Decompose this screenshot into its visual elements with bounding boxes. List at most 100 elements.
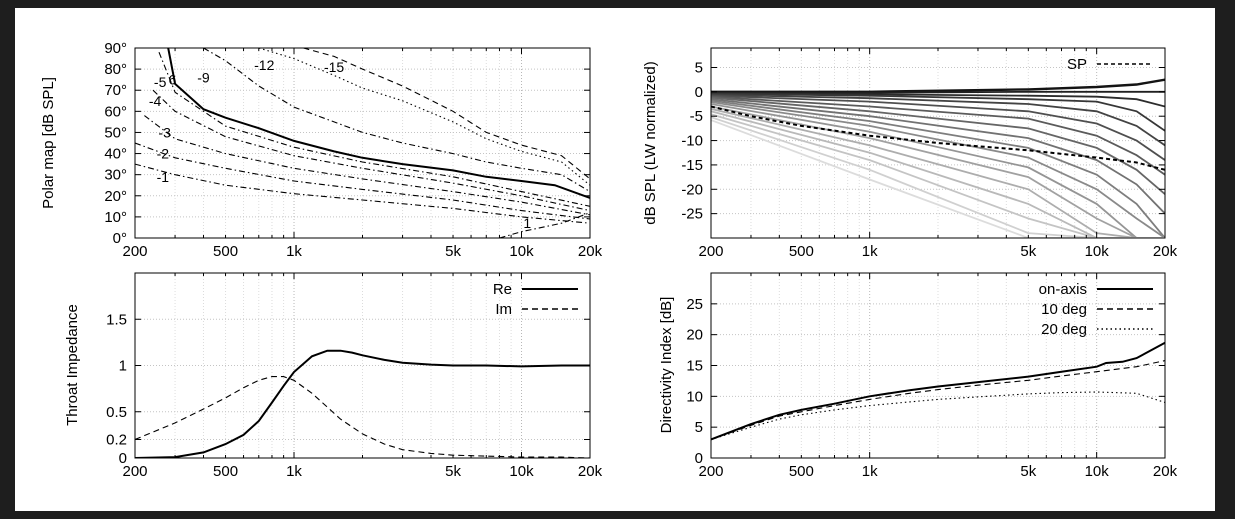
y-axis-label: dB SPL (LW normalized) xyxy=(642,61,659,224)
family-curve-8 xyxy=(711,98,1165,215)
y-tick-label: -25 xyxy=(681,206,703,223)
x-tick-label: 5k xyxy=(1020,463,1036,480)
x-tick-label: 10k xyxy=(509,243,534,260)
y-tick-label: 0 xyxy=(695,450,703,467)
grid xyxy=(711,273,1165,458)
x-tick-label: 500 xyxy=(789,463,814,480)
legend-label: 10 deg xyxy=(1041,301,1087,318)
y-tick-label: 0.2 xyxy=(106,432,127,449)
contour-label: -12 xyxy=(254,57,274,73)
x-tick-label: 200 xyxy=(698,243,723,260)
legend: on-axis 10 deg 20 deg xyxy=(1039,281,1153,338)
chart-directivity-index: 200 500 1k 5k 10k 20k 0 5 10 15 20 25 Directivity In… xyxy=(658,272,1178,480)
y-tick-label: 60° xyxy=(104,103,127,120)
plot-area xyxy=(135,349,590,458)
x-tick-label: 500 xyxy=(213,463,238,480)
series-curve--6 xyxy=(167,48,590,199)
y-tick-label: -10 xyxy=(681,133,703,150)
y-tick-label: 20° xyxy=(104,188,127,205)
x-tick-label: 200 xyxy=(122,243,147,260)
contour-label: -4 xyxy=(149,93,162,109)
x-tick-label: 5k xyxy=(445,243,461,260)
plot-area: -1 -2 -3 -4 -5 6 -9 -12 -15 1 xyxy=(135,48,590,238)
sp-curve xyxy=(711,105,1165,171)
x-tick-label: 1k xyxy=(862,243,878,260)
contour-label: -2 xyxy=(157,146,170,162)
x-tick-label: 1k xyxy=(862,463,878,480)
x-tick-label: 200 xyxy=(698,463,723,480)
family-curve-3 xyxy=(711,92,1165,132)
x-tick-label: 5k xyxy=(1020,243,1036,260)
legend-label: Im xyxy=(495,301,512,318)
y-tick-label: 90° xyxy=(104,40,127,57)
family-curve-7 xyxy=(711,96,1165,195)
y-tick-label: 0° xyxy=(113,230,127,247)
x-tick-label: 500 xyxy=(213,243,238,260)
x-tick-label: 5k xyxy=(445,463,461,480)
x-tick-label: 1k xyxy=(286,243,302,260)
y-tick-label: 0 xyxy=(119,450,127,467)
plot-area xyxy=(711,78,1165,238)
series-curve--15 xyxy=(303,48,590,180)
plot-area xyxy=(711,341,1165,441)
family-curve-15 xyxy=(711,113,1165,238)
contour-label: -15 xyxy=(324,59,344,75)
y-tick-label: 25 xyxy=(686,296,703,313)
y-tick-label: 20 xyxy=(686,327,703,344)
y-tick-label: -5 xyxy=(690,108,703,125)
y-tick-label: 10° xyxy=(104,209,127,226)
family-curve-9 xyxy=(711,99,1165,238)
y-tick-label: 15 xyxy=(686,358,703,375)
y-tick-label: 5 xyxy=(695,59,703,76)
legend: Re Im xyxy=(493,281,578,318)
chart-polar-map: -1 -2 -3 -4 -5 6 -9 -12 -15 1 200 500 1k 5k 10k 20k 0° 10… xyxy=(40,40,603,260)
y-axis-label: Directivity Index [dB] xyxy=(658,297,675,434)
family-curve-4 xyxy=(711,93,1165,147)
y-tick-label: 80° xyxy=(104,61,127,78)
series-curve--2 xyxy=(135,142,590,220)
legend-label: SP xyxy=(1067,56,1087,73)
x-tick-label: 200 xyxy=(122,463,147,480)
family-curve-10 xyxy=(711,101,1165,238)
x-tick-label: 20k xyxy=(578,243,603,260)
y-tick-label: 30° xyxy=(104,167,127,184)
contour-label: -3 xyxy=(158,124,171,140)
y-tick-label: 50° xyxy=(104,124,127,141)
family-curve-14 xyxy=(711,110,1165,238)
chart-lw-normalized: 200 500 1k 5k 10k 20k 5 0 -5 -10 -15 -20 -25 dB SPL (… xyxy=(642,47,1178,260)
series-curve-20 deg xyxy=(711,391,1165,441)
legend-label: on-axis xyxy=(1039,281,1087,298)
grid xyxy=(711,48,1165,238)
series-curve--3 xyxy=(144,115,590,216)
family-curve-6 xyxy=(711,95,1165,176)
series-curve--4 xyxy=(152,89,590,212)
contour-label: -5 xyxy=(154,74,167,90)
y-tick-label: 1 xyxy=(119,358,127,375)
y-axis-label: Throat Impedance xyxy=(64,304,81,426)
legend: SP xyxy=(1067,56,1153,73)
family-curve-0 xyxy=(711,78,1165,93)
family-curve-2 xyxy=(711,92,1165,108)
legend-label: 20 deg xyxy=(1041,321,1087,338)
family-curve-16 xyxy=(711,116,1165,238)
series-curve--12 xyxy=(258,48,590,186)
series-curve-Re xyxy=(135,349,590,458)
figure: -1 -2 -3 -4 -5 6 -9 -12 -15 1 200 500 1k 5k 10k 20k 0° 10… xyxy=(15,8,1215,511)
family-curve-11 xyxy=(711,103,1165,238)
contour-label: -9 xyxy=(197,70,210,86)
x-tick-label: 500 xyxy=(789,243,814,260)
x-tick-label: 20k xyxy=(1153,243,1178,260)
contour-label: -1 xyxy=(157,169,170,185)
chart-throat-impedance: 200 500 1k 5k 10k 20k 00.2 0.5 1 1.5 Throat Impeda… xyxy=(64,272,603,480)
series-curve-on-axis xyxy=(711,341,1165,441)
y-tick-label: 1.5 xyxy=(106,311,127,328)
x-tick-label: 10k xyxy=(509,463,534,480)
series-curve-10 deg xyxy=(711,360,1165,441)
series-curve--5 xyxy=(158,51,590,207)
grid xyxy=(135,273,590,458)
x-tick-label: 10k xyxy=(1085,243,1110,260)
y-tick-label: -20 xyxy=(681,181,703,198)
y-tick-label: 10 xyxy=(686,388,703,405)
family-curve-17 xyxy=(711,119,1165,238)
x-tick-label: 1k xyxy=(286,463,302,480)
